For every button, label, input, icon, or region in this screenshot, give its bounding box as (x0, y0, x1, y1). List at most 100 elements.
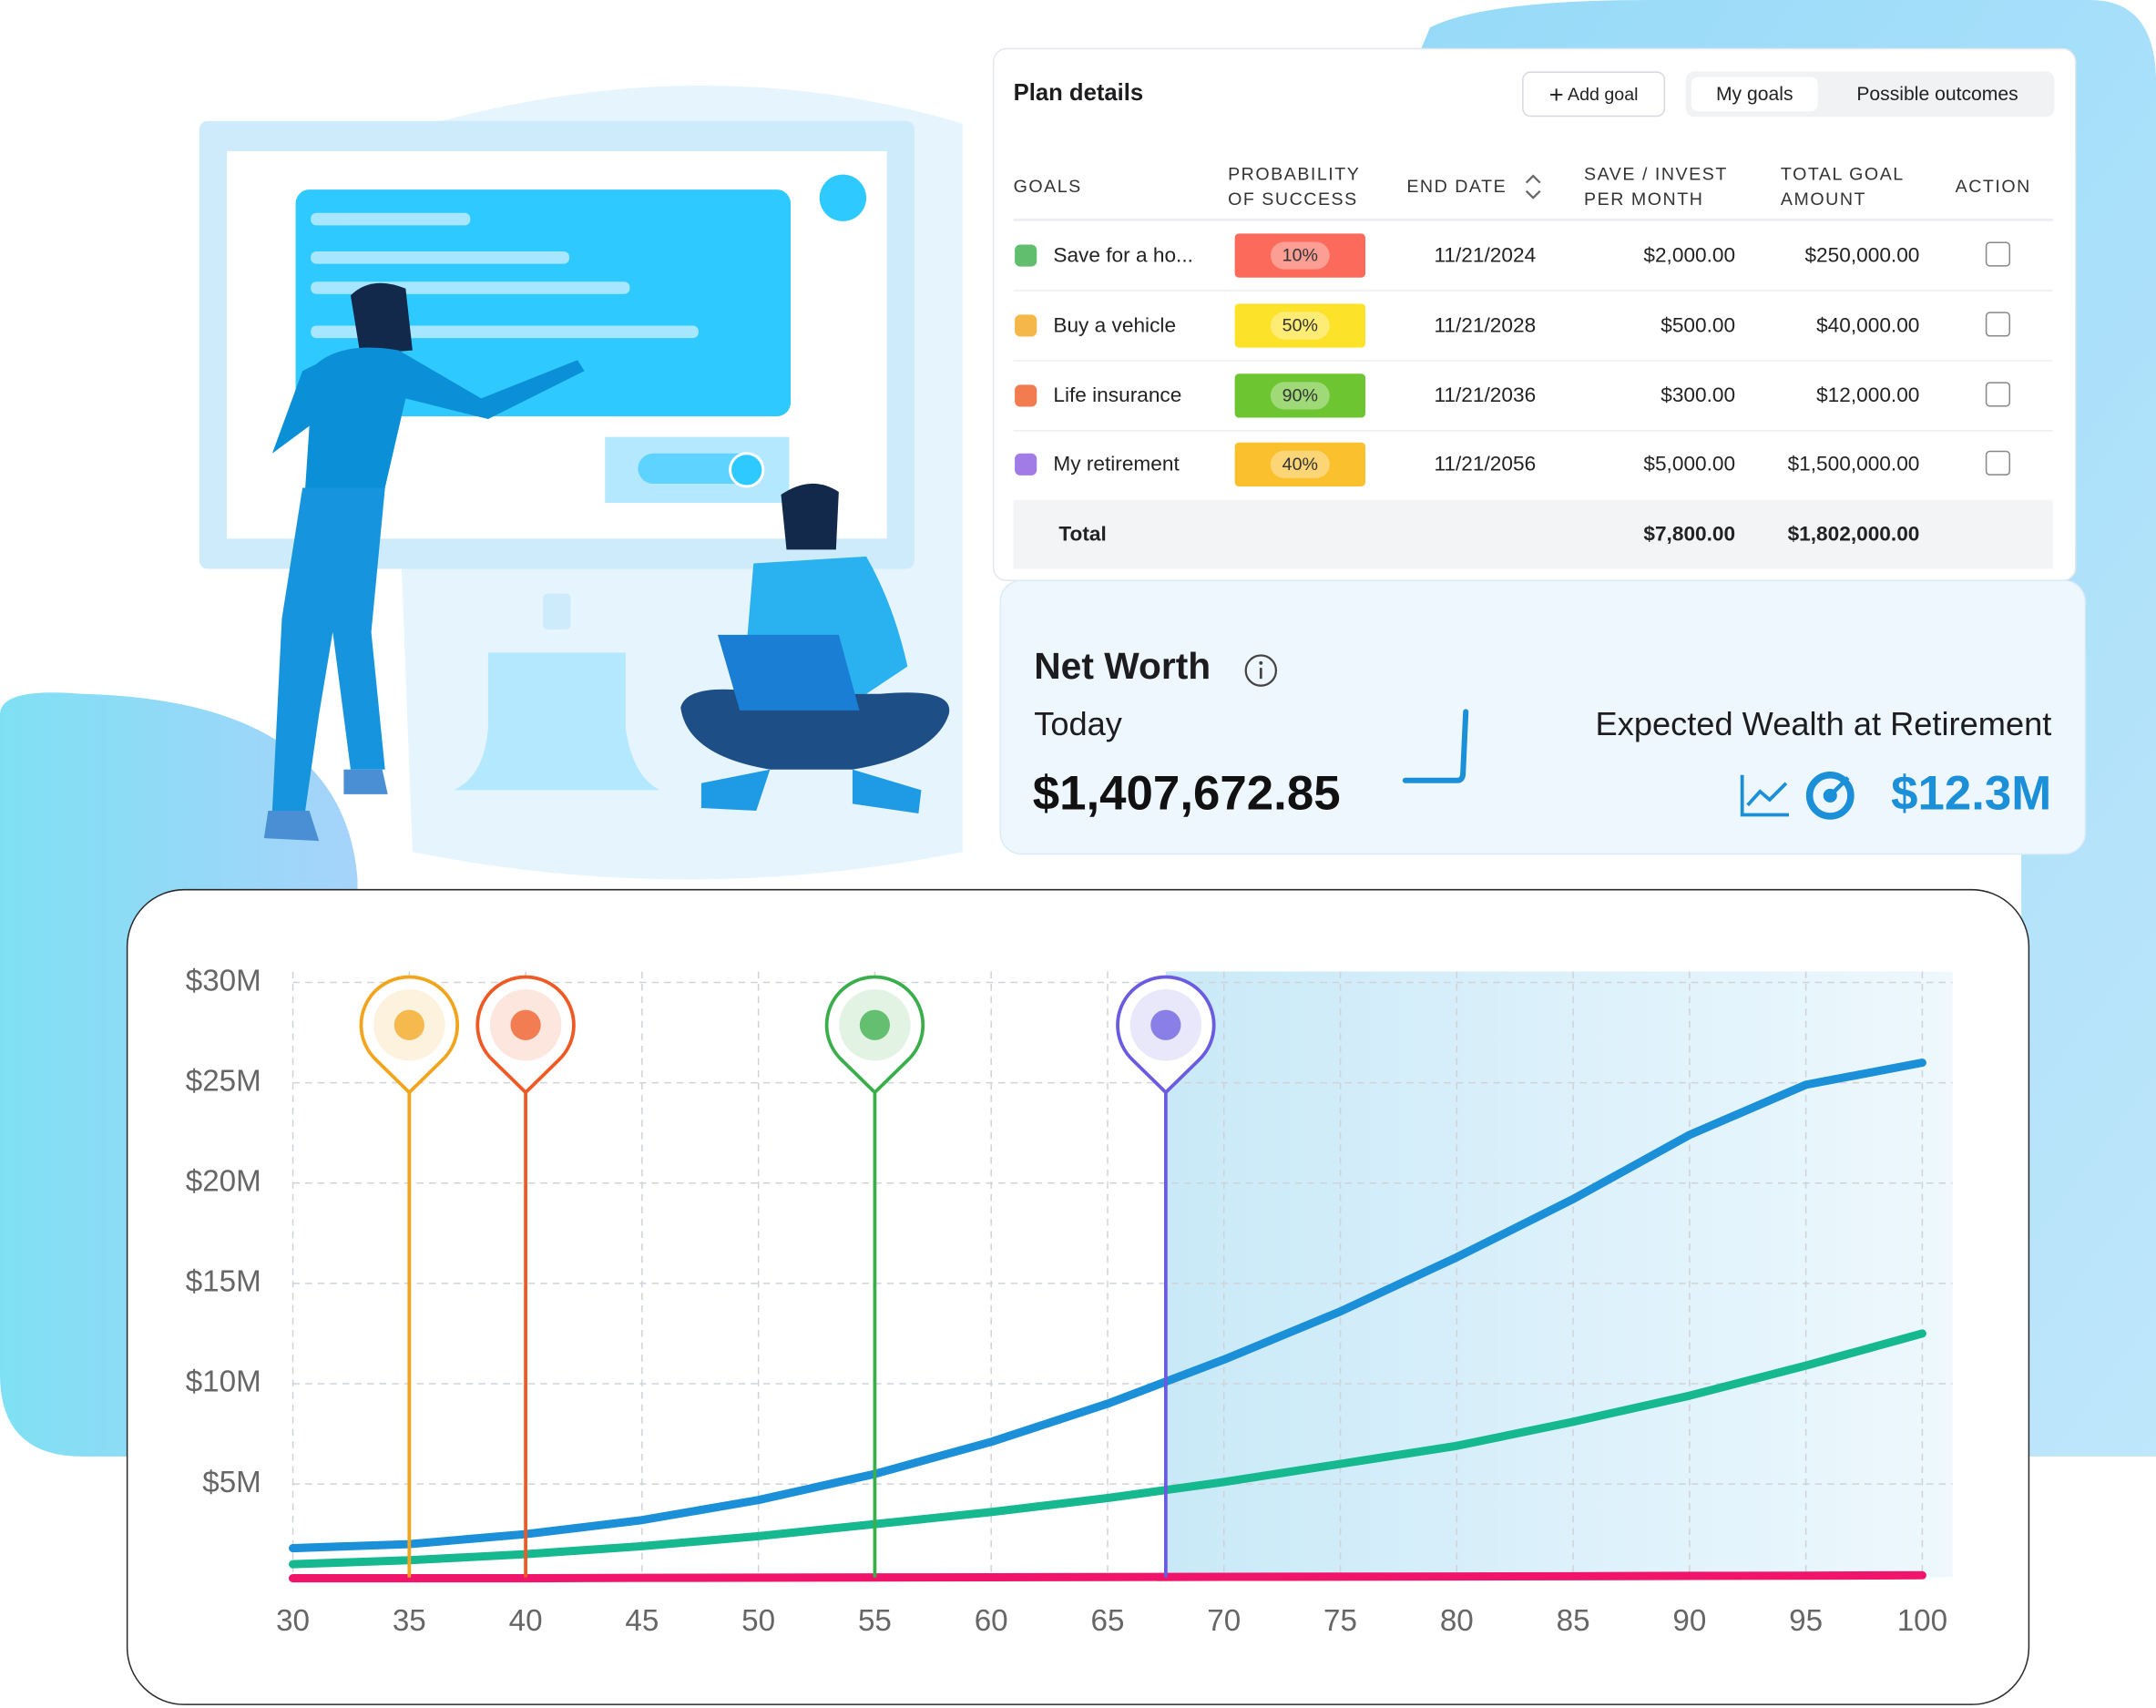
column-header: PROBABILITY OF SUCCESS (1228, 163, 1361, 210)
goal-pin-icon (510, 1009, 541, 1040)
x-tick-label: 35 (393, 1604, 426, 1638)
probability-label: 40% (1270, 450, 1330, 478)
x-tick-label: 85 (1557, 1604, 1590, 1638)
probability-badge (1234, 442, 1366, 486)
end-date: 11/21/2024 (1434, 243, 1537, 268)
column-header: SAVE / INVEST PER MONTH (1584, 163, 1728, 210)
retirement-shade (1165, 971, 1953, 1578)
y-tick-label: $20M (186, 1165, 261, 1199)
save-amount: $500.00 (1660, 313, 1736, 338)
total-save: $7,800.00 (1643, 522, 1736, 547)
goal-icon (1015, 244, 1037, 267)
plus-icon: + (1548, 80, 1564, 109)
y-tick-label: $5M (202, 1466, 261, 1499)
x-tick-label: 100 (1897, 1604, 1947, 1638)
tab[interactable]: My goals (1691, 77, 1818, 112)
end-date: 11/21/2028 (1434, 313, 1537, 338)
goal-name: Save for a ho... (1053, 243, 1193, 268)
goal-icon (1015, 453, 1037, 476)
probability-badge (1234, 233, 1366, 278)
card-title: Net Worth (1034, 645, 1211, 688)
monitor-neck (543, 593, 571, 629)
total-amount: $40,000.00 (1816, 313, 1920, 338)
avatar (819, 174, 867, 221)
net-worth-card (999, 579, 2087, 855)
edit-icon[interactable] (1985, 450, 2011, 476)
column-header: ACTION (1955, 176, 2031, 197)
goal-name: Life insurance (1053, 384, 1182, 408)
end-date: 11/21/2036 (1434, 384, 1537, 408)
button-label: Add goal (1568, 84, 1639, 105)
x-tick-label: 90 (1672, 1604, 1706, 1638)
x-tick-label: 95 (1789, 1604, 1823, 1638)
edit-icon[interactable] (1985, 312, 2011, 337)
y-tick-label: $30M (186, 964, 261, 997)
x-tick-label: 65 (1091, 1604, 1125, 1638)
total-amount: $1,802,000.00 (1787, 522, 1920, 547)
x-tick-label: 40 (509, 1604, 543, 1638)
save-amount: $2,000.00 (1643, 243, 1736, 268)
x-tick-label: 50 (741, 1604, 775, 1638)
probability-label: 90% (1270, 382, 1330, 410)
goal-name: My retirement (1053, 453, 1180, 476)
row-rule (1013, 360, 2053, 362)
toggle-knob (729, 452, 765, 488)
save-amount: $300.00 (1660, 384, 1736, 408)
info-icon (1244, 654, 1278, 687)
goal-pin-icon (393, 1009, 424, 1040)
y-tick-label: $10M (186, 1365, 261, 1399)
probability-badge (1234, 303, 1366, 348)
tab[interactable]: Possible outcomes (1856, 82, 2018, 105)
x-tick-label: 60 (975, 1604, 1008, 1638)
sparkline-icon (1402, 709, 1469, 783)
header-rule (1013, 218, 2053, 221)
edit-icon[interactable] (1985, 241, 2011, 267)
total-label: Total (1058, 522, 1107, 547)
retirement-value: $12.3M (1891, 766, 2052, 821)
series-line (289, 1059, 1926, 1553)
save-amount: $5,000.00 (1643, 453, 1736, 476)
person-legs (271, 487, 385, 811)
goal-pin-icon (1150, 1009, 1181, 1040)
end-date: 11/21/2056 (1434, 453, 1537, 476)
screen-line (311, 212, 471, 226)
laptop (718, 634, 860, 711)
total-amount: $1,500,000.00 (1787, 453, 1920, 476)
goal-name: Buy a vehicle (1053, 313, 1177, 338)
y-tick-label: $25M (186, 1064, 261, 1098)
x-tick-label: 30 (276, 1604, 310, 1638)
series-line (289, 1329, 1926, 1569)
column-header: TOTAL GOAL AMOUNT (1780, 163, 1904, 210)
add-goal-button[interactable]: + Add goal (1522, 71, 1666, 118)
x-tick-label: 55 (858, 1604, 892, 1638)
person-hair (781, 483, 839, 550)
column-header: GOALS (1013, 176, 1082, 197)
x-tick-label: 70 (1207, 1604, 1241, 1638)
goal-icon (1015, 314, 1037, 337)
panel-title: Plan details (1013, 79, 1144, 107)
screen-line (311, 251, 569, 264)
probability-label: 10% (1270, 241, 1330, 270)
screen-card (295, 189, 792, 417)
total-amount: $12,000.00 (1816, 384, 1920, 408)
retirement-label: Expected Wealth at Retirement (1595, 706, 2052, 744)
today-label: Today (1034, 706, 1122, 744)
column-header: END DATE (1406, 176, 1507, 197)
series-line (289, 1570, 1926, 1583)
monitor-stand (454, 652, 660, 791)
row-rule (1013, 290, 2053, 291)
total-amount: $250,000.00 (1804, 243, 1920, 268)
person-hair (350, 282, 413, 355)
total-row (1013, 500, 2053, 569)
plan-panel (992, 47, 2077, 582)
retirement-icons (1740, 771, 1855, 820)
y-tick-label: $15M (186, 1265, 261, 1299)
today-value: $1,407,672.85 (1032, 766, 1341, 821)
edit-icon[interactable] (1985, 382, 2011, 407)
x-tick-label: 75 (1323, 1604, 1357, 1638)
x-tick-label: 45 (625, 1604, 659, 1638)
sort-icon[interactable] (1524, 173, 1543, 200)
